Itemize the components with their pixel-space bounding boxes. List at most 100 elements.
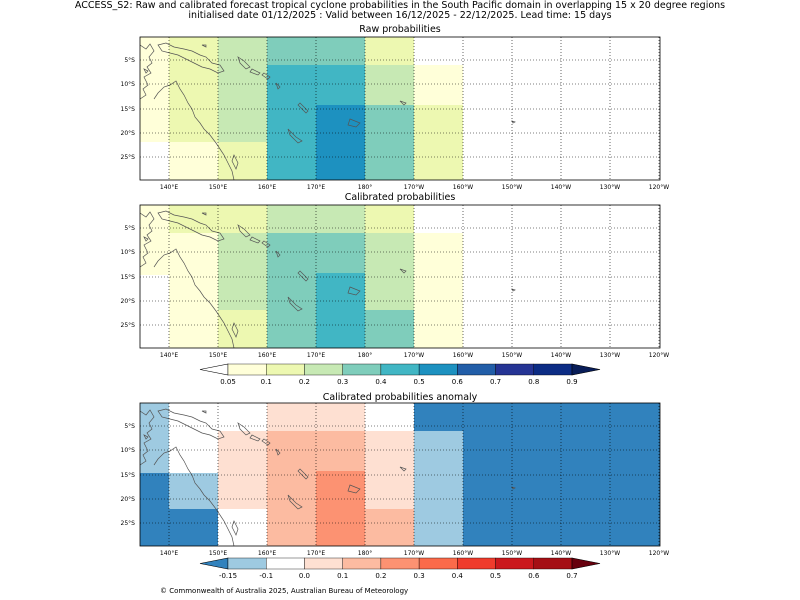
probability-region-cell: [316, 273, 365, 348]
colorbar-tick-label: 0.1: [337, 572, 348, 580]
probability-region-cell: [365, 509, 414, 546]
probability-region-cell: [218, 403, 267, 431]
longitude-tick-label: 170°W: [404, 550, 424, 557]
probability-region-cell: [169, 205, 218, 233]
probability-region-cell: [267, 205, 365, 233]
colorbar-segment: [495, 363, 534, 376]
coastline-island: [231, 322, 239, 338]
longitude-tick-label: 120°W: [649, 550, 669, 557]
coastline-island: [287, 494, 303, 510]
longitude-tick-label: 170°E: [307, 352, 325, 359]
longitude-tick-label: 150°W: [502, 352, 522, 359]
colorbar-tick-label: 0.2: [375, 572, 386, 580]
latitude-tick-label: 10°S: [121, 249, 136, 256]
colorbar-tick-label: 0.5: [490, 572, 501, 580]
coastline-island: [511, 288, 516, 292]
probability-region-cell: [414, 65, 463, 105]
colorbar-tick-label: -0.1: [259, 572, 273, 580]
latitude-tick-label: 20°S: [121, 298, 136, 305]
latitude-tick-label: 20°S: [121, 496, 136, 503]
probability-region-cell: [365, 65, 414, 105]
colorbar-extend-left: [199, 363, 229, 376]
longitude-tick-label: 140°W: [551, 352, 571, 359]
coastline-island: [249, 68, 261, 76]
coastline-island: [399, 100, 407, 106]
coastline-island: [399, 268, 407, 274]
coastline-island: [261, 438, 271, 446]
latitude-tick-label: 25°S: [121, 322, 136, 329]
probability-region-cell: [414, 233, 463, 348]
colorbar-extend-right: [571, 557, 601, 570]
longitude-tick-label: 170°W: [404, 352, 424, 359]
colorbar-tick-label: 0.05: [220, 378, 236, 386]
colorbar-segment: [380, 363, 420, 376]
longitude-tick-label: 170°W: [404, 184, 424, 191]
map-panel-raw: [139, 36, 661, 181]
colorbar-tick-label: 0.4: [375, 378, 387, 386]
coastline-australia: [139, 43, 235, 181]
latitude-tick-label: 5°S: [124, 423, 135, 430]
coastline-island: [347, 286, 361, 296]
colorbar-tick-label: 0.8: [528, 378, 539, 386]
probability-region-cell: [414, 105, 463, 180]
colorbar-segment: [457, 557, 496, 570]
colorbar-segment: [457, 363, 496, 376]
latitude-tick-label: 25°S: [121, 520, 136, 527]
colorbar-tick-label: -0.15: [219, 572, 237, 580]
colorbar-tick-label: 0.4: [452, 572, 464, 580]
coastline-island: [143, 236, 149, 242]
longitude-tick-label: 140°W: [551, 184, 571, 191]
copyright-footer: © Commonwealth of Australia 2025, Austra…: [160, 587, 409, 595]
latitude-tick-label: 15°S: [121, 472, 136, 479]
colorbar-segment: [418, 363, 458, 376]
latitude-tick-label: 10°S: [121, 447, 136, 454]
coastline-australia: [139, 211, 235, 349]
longitude-tick-label: 140°W: [551, 550, 571, 557]
longitude-tick-label: 180°: [358, 550, 372, 557]
probability-region-cell: [218, 205, 267, 233]
probability-region-cell: [316, 233, 365, 273]
coastline-island: [297, 468, 309, 480]
coastline-new-guinea: [157, 408, 225, 440]
probability-region-cell: [316, 431, 365, 471]
probability-region-cell: [365, 431, 414, 509]
probability-region-cell: [414, 431, 463, 546]
colorbar-segment: [495, 557, 534, 570]
longitude-tick-label: 120°W: [649, 352, 669, 359]
latitude-tick-label: 10°S: [121, 81, 136, 88]
coastline-island: [275, 448, 281, 456]
longitude-tick-label: 170°E: [307, 184, 325, 191]
probability-region-cell: [140, 403, 169, 473]
longitude-tick-label: 120°W: [649, 184, 669, 191]
longitude-tick-label: 130°W: [600, 352, 620, 359]
probability-region-cell: [218, 431, 267, 509]
probability-region-cell: [316, 471, 365, 546]
coastline-island: [261, 72, 271, 80]
colorbar-segment: [266, 557, 305, 570]
colorbar-segment: [533, 557, 573, 570]
coastline-island: [249, 434, 261, 442]
longitude-tick-label: 160°W: [453, 352, 473, 359]
coastline-island: [347, 118, 361, 128]
coastline-island: [143, 68, 149, 74]
coastline-island: [201, 410, 207, 414]
probability-region-cell: [267, 403, 365, 431]
latitude-tick-label: 20°S: [121, 130, 136, 137]
colorbar-tick-label: 0.0: [299, 572, 310, 580]
colorbar-tick-label: 0.3: [414, 572, 425, 580]
colorbar-tick-label: 0.3: [337, 378, 348, 386]
colorbar-segment: [227, 557, 267, 570]
colorbar-tick-label: 0.2: [299, 378, 310, 386]
colorbar-segment: [533, 363, 573, 376]
probability-region-cell: [365, 233, 414, 310]
probability-region-cell: [365, 205, 414, 233]
panel-title-calibrated: Calibrated probabilities: [344, 192, 456, 203]
figure-title-line2: initialised date 01/12/2025 : Valid betw…: [188, 10, 612, 21]
latitude-tick-label: 15°S: [121, 274, 136, 281]
longitude-tick-label: 150°E: [209, 184, 227, 191]
colorbar-tick-label: 0.7: [490, 378, 501, 386]
latitude-tick-label: 5°S: [124, 225, 135, 232]
coastline-island: [275, 82, 281, 90]
coastline-island: [201, 212, 207, 216]
